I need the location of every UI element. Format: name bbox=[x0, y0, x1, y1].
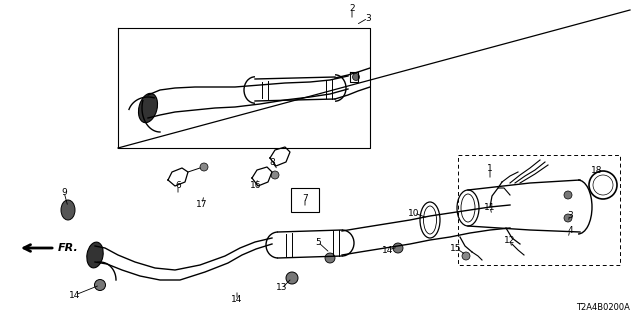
Ellipse shape bbox=[87, 242, 103, 268]
Text: 5: 5 bbox=[315, 237, 321, 246]
Text: T2A4B0200A: T2A4B0200A bbox=[576, 303, 630, 312]
Circle shape bbox=[286, 272, 298, 284]
Circle shape bbox=[353, 74, 360, 81]
Circle shape bbox=[462, 252, 470, 260]
Text: 16: 16 bbox=[250, 180, 262, 189]
Text: 14: 14 bbox=[69, 291, 81, 300]
Circle shape bbox=[95, 279, 106, 291]
Text: 7: 7 bbox=[302, 194, 308, 203]
Text: 4: 4 bbox=[567, 226, 573, 235]
Text: 17: 17 bbox=[196, 199, 208, 209]
Text: 10: 10 bbox=[408, 209, 420, 218]
Text: 1: 1 bbox=[487, 164, 493, 172]
Text: 13: 13 bbox=[276, 284, 288, 292]
Circle shape bbox=[393, 243, 403, 253]
Text: 15: 15 bbox=[451, 244, 461, 252]
Text: 14: 14 bbox=[382, 245, 394, 254]
Text: 6: 6 bbox=[175, 180, 181, 189]
Text: 9: 9 bbox=[61, 188, 67, 196]
Text: 18: 18 bbox=[591, 165, 603, 174]
Text: FR.: FR. bbox=[58, 243, 79, 253]
Text: 8: 8 bbox=[269, 157, 275, 166]
Text: 11: 11 bbox=[484, 203, 496, 212]
Text: 12: 12 bbox=[504, 236, 516, 244]
Circle shape bbox=[325, 253, 335, 263]
Circle shape bbox=[564, 191, 572, 199]
Circle shape bbox=[200, 163, 208, 171]
Text: 2: 2 bbox=[349, 4, 355, 12]
Text: 14: 14 bbox=[231, 295, 243, 305]
Ellipse shape bbox=[61, 200, 75, 220]
Circle shape bbox=[564, 214, 572, 222]
Text: 3: 3 bbox=[567, 211, 573, 220]
Circle shape bbox=[271, 171, 279, 179]
Text: 3: 3 bbox=[365, 13, 371, 22]
Ellipse shape bbox=[138, 93, 157, 123]
